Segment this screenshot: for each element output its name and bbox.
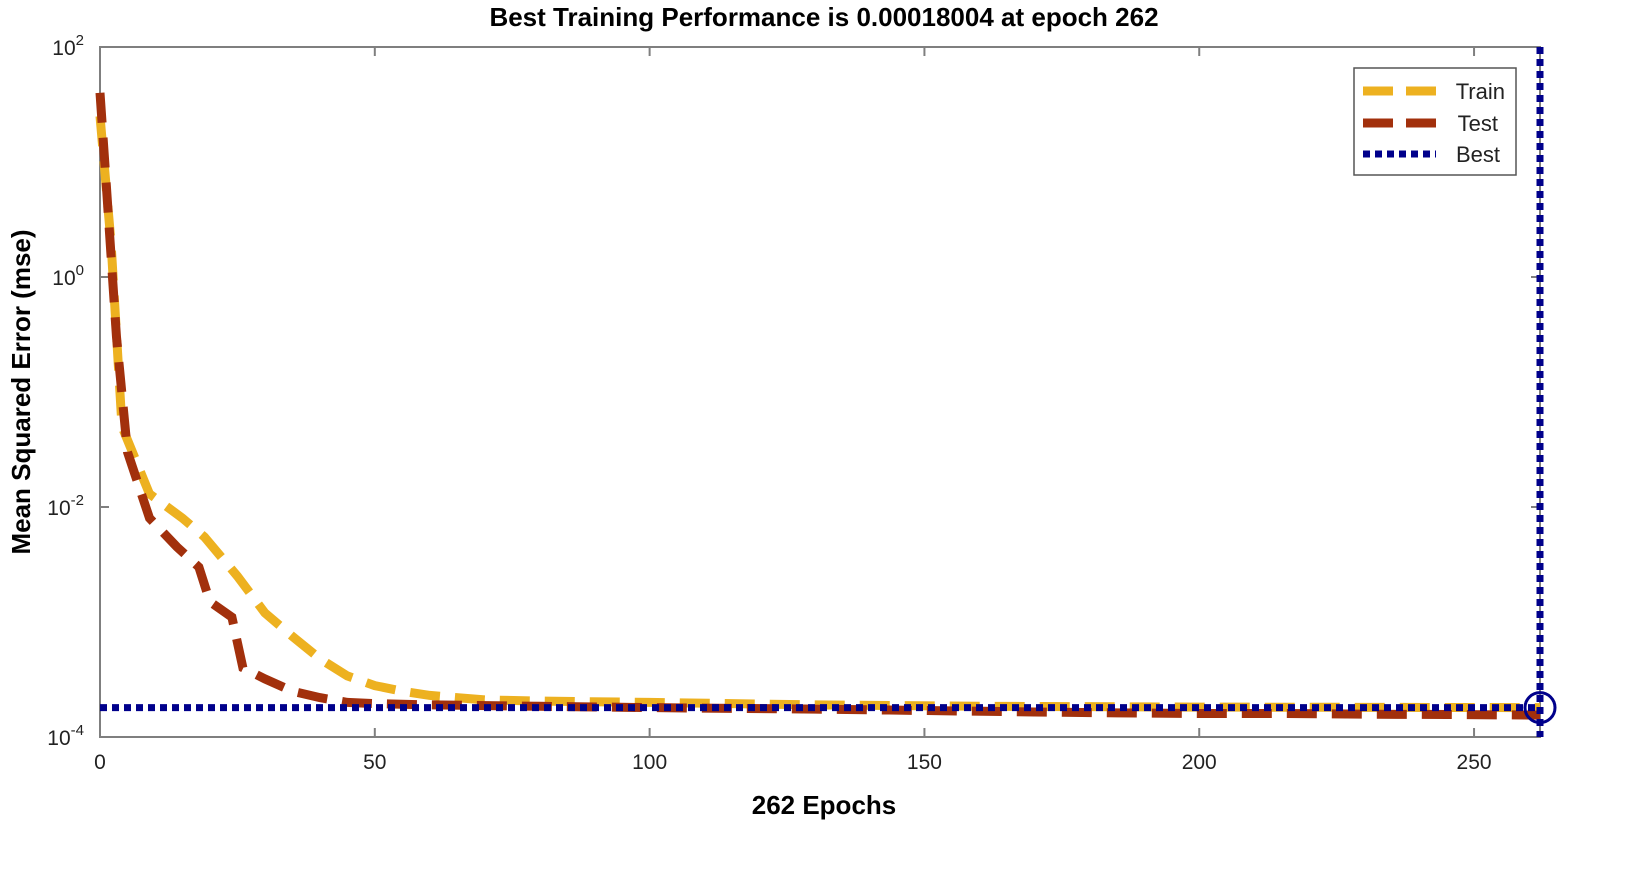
legend-test-label: Test [1458,111,1498,136]
x-tick-label: 50 [363,751,386,774]
x-tick-label: 100 [632,751,667,774]
train-series-line [95,115,1541,713]
x-tick-label: 0 [94,751,106,774]
y-tick-label: 100 [52,262,84,290]
x-axis-label: 262 Epochs [752,790,897,820]
x-tick-label: 200 [1182,751,1217,774]
y-axis-label: Mean Squared Error (mse) [6,229,36,554]
legend-train-label: Train [1456,79,1505,104]
y-tick-label: 10-2 [47,492,84,520]
plot-axes [99,46,1541,738]
plot-area [99,46,1541,738]
y-tick-label: 102 [52,32,84,60]
chart-title: Best Training Performance is 0.00018004 … [489,2,1158,32]
legend: Train Test Best [1353,67,1517,176]
best-marker [1523,691,1557,725]
x-tick-label: 150 [907,751,942,774]
series-layer [95,47,1557,737]
test-series-line [95,92,1541,720]
x-ticks: 0 50 100 150 200 250 [94,47,1492,774]
legend-best-label: Best [1456,142,1500,167]
y-tick-label: 10-4 [47,722,84,750]
y-ticks: 102 100 10-2 10-4 [47,32,1540,750]
x-tick-label: 250 [1457,751,1492,774]
